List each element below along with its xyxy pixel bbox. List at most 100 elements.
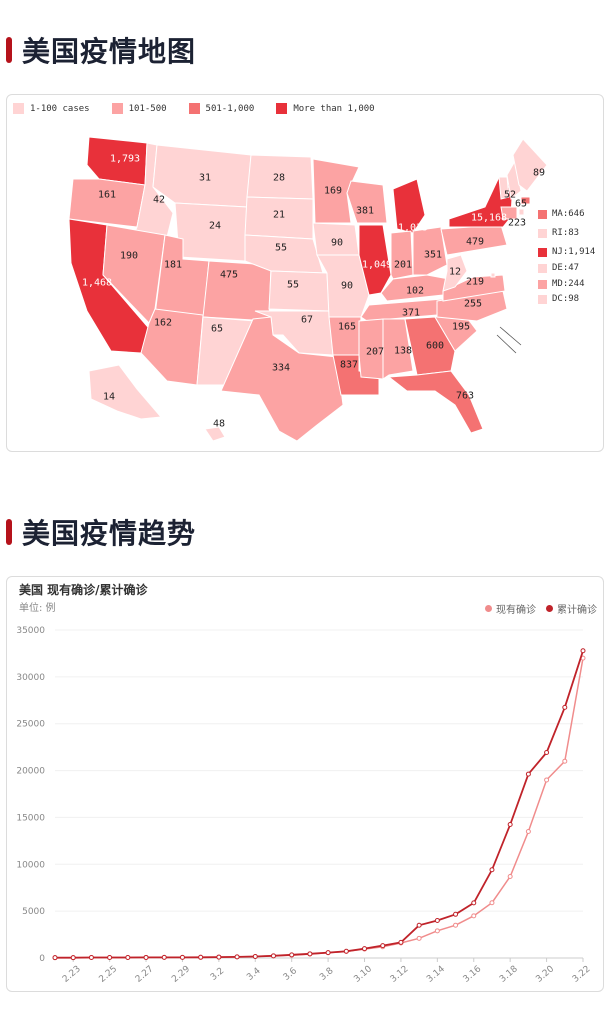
us-map-card: 1-100 cases 101-500 501-1,000 More than … bbox=[6, 94, 604, 452]
data-point[interactable] bbox=[380, 943, 386, 949]
data-point[interactable] bbox=[562, 758, 568, 764]
state-label-nm: 65 bbox=[210, 323, 224, 335]
state-label-mi: 1,035 bbox=[397, 222, 429, 234]
state-label-ca: 1,468 bbox=[81, 277, 113, 289]
side-legend-label: DE:47 bbox=[552, 263, 580, 273]
data-point[interactable] bbox=[416, 935, 422, 941]
legend-label: 501-1,000 bbox=[205, 103, 255, 114]
data-point[interactable] bbox=[580, 648, 586, 654]
trend-line-chart: 0 5000 10000 15000 20000 25000 30000 35000 2.23 2… bbox=[16, 626, 592, 985]
data-point[interactable] bbox=[252, 954, 258, 960]
data-point[interactable] bbox=[507, 821, 513, 827]
side-legend-ri[interactable]: RI:83 bbox=[538, 228, 579, 238]
data-point[interactable] bbox=[416, 922, 422, 928]
data-point[interactable] bbox=[544, 777, 550, 783]
map-section-header: 美国疫情地图 bbox=[6, 30, 196, 70]
data-point[interactable] bbox=[489, 867, 495, 873]
state-oh[interactable] bbox=[412, 226, 448, 276]
legend-item-501-1000[interactable]: 501-1,000 bbox=[188, 103, 255, 114]
chart-legend: 现有确诊 累计确诊 bbox=[475, 601, 597, 616]
x-tick-label: 3.18 bbox=[498, 964, 520, 985]
data-point[interactable] bbox=[234, 954, 240, 960]
state-me[interactable] bbox=[512, 138, 548, 192]
data-point[interactable] bbox=[525, 771, 531, 777]
legend-series-label: 现有确诊 bbox=[496, 605, 536, 616]
data-point[interactable] bbox=[434, 918, 440, 924]
legend-series-current[interactable]: 现有确诊 bbox=[485, 601, 536, 616]
state-vt[interactable] bbox=[498, 176, 510, 200]
data-point[interactable] bbox=[453, 922, 459, 928]
data-point[interactable] bbox=[179, 954, 185, 960]
state-ms[interactable] bbox=[358, 318, 384, 380]
data-point[interactable] bbox=[307, 951, 313, 957]
state-ct[interactable] bbox=[500, 206, 518, 220]
state-va[interactable] bbox=[442, 274, 506, 302]
y-tick-label: 5000 bbox=[22, 907, 45, 917]
data-point[interactable] bbox=[343, 948, 349, 954]
state-nh[interactable] bbox=[506, 159, 522, 200]
state-hi[interactable] bbox=[204, 426, 226, 442]
state-ks[interactable] bbox=[268, 270, 330, 312]
data-point[interactable] bbox=[325, 950, 331, 956]
data-point[interactable] bbox=[434, 928, 440, 934]
state-label-mo: 90 bbox=[340, 280, 354, 292]
section-accent-bar bbox=[6, 37, 12, 63]
data-point[interactable] bbox=[88, 955, 94, 961]
side-legend-ma[interactable]: MA:646 bbox=[538, 209, 585, 219]
legend-series-cumulative[interactable]: 累计确诊 bbox=[546, 601, 597, 616]
data-point[interactable] bbox=[471, 900, 477, 906]
data-point[interactable] bbox=[198, 954, 204, 960]
data-point[interactable] bbox=[398, 939, 404, 945]
state-label-id: 42 bbox=[152, 194, 166, 206]
state-mn[interactable] bbox=[312, 158, 360, 224]
state-label-wy: 24 bbox=[208, 220, 222, 232]
data-point[interactable] bbox=[70, 955, 76, 961]
state-label-nc: 255 bbox=[463, 298, 483, 310]
data-point[interactable] bbox=[544, 750, 550, 756]
legend-swatch bbox=[188, 103, 200, 114]
data-point[interactable] bbox=[161, 954, 167, 960]
side-legend-dc[interactable]: DC:98 bbox=[538, 294, 579, 304]
data-point[interactable] bbox=[507, 873, 513, 879]
data-point[interactable] bbox=[489, 900, 495, 906]
state-wv[interactable] bbox=[442, 254, 468, 292]
state-or[interactable] bbox=[68, 178, 146, 228]
state-mi[interactable] bbox=[392, 178, 426, 234]
state-label-me: 89 bbox=[532, 167, 546, 179]
side-legend-md[interactable]: MD:244 bbox=[538, 279, 585, 289]
data-point[interactable] bbox=[525, 828, 531, 834]
state-wi[interactable] bbox=[346, 180, 388, 224]
state-label-ia: 90 bbox=[330, 237, 344, 249]
legend-swatch bbox=[538, 228, 547, 238]
data-point[interactable] bbox=[52, 955, 58, 961]
data-point[interactable] bbox=[362, 946, 368, 952]
state-ak[interactable] bbox=[88, 364, 163, 420]
legend-item-1000-plus[interactable]: More than 1,000 bbox=[276, 103, 375, 114]
state-in[interactable] bbox=[390, 230, 414, 280]
state-ri[interactable] bbox=[518, 208, 525, 216]
data-point[interactable] bbox=[453, 911, 459, 917]
state-al[interactable] bbox=[382, 318, 414, 380]
side-legend-nj[interactable]: NJ:1,914 bbox=[538, 247, 595, 257]
side-legend-de[interactable]: DE:47 bbox=[538, 263, 579, 273]
data-point[interactable] bbox=[471, 913, 477, 919]
legend-item-1-100[interactable]: 1-100 cases bbox=[13, 103, 90, 114]
data-point[interactable] bbox=[562, 704, 568, 710]
state-tx[interactable] bbox=[220, 316, 344, 442]
map-section-title: 美国疫情地图 bbox=[22, 35, 197, 68]
data-point[interactable] bbox=[107, 955, 113, 961]
data-point[interactable] bbox=[289, 952, 295, 958]
state-fl[interactable] bbox=[387, 370, 484, 434]
data-point[interactable] bbox=[270, 953, 276, 959]
state-ma[interactable] bbox=[520, 196, 531, 205]
data-point[interactable] bbox=[143, 954, 149, 960]
data-point[interactable] bbox=[125, 954, 131, 960]
y-tick-label: 15000 bbox=[16, 813, 45, 823]
x-tick-label: 3.20 bbox=[534, 964, 556, 985]
state-ga[interactable] bbox=[404, 316, 456, 376]
data-point[interactable] bbox=[216, 954, 222, 960]
state-dc[interactable] bbox=[490, 272, 496, 278]
state-wy[interactable] bbox=[174, 202, 248, 262]
legend-item-101-500[interactable]: 101-500 bbox=[111, 103, 167, 114]
trend-chart-card: 美国 现有确诊/累计确诊 单位: 例 现有确诊 累计确诊 0 5000 10000 1… bbox=[6, 576, 604, 992]
